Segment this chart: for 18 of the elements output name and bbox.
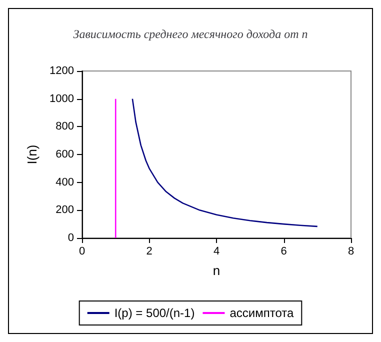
y-tick-label: 1000 — [50, 92, 74, 105]
legend-label: ассимптота — [230, 306, 294, 320]
x-tick-label: 6 — [280, 246, 287, 258]
y-axis-title: I(n) — [24, 144, 40, 164]
y-tick-label: 800 — [56, 120, 74, 133]
line-series — [132, 98, 318, 228]
legend-label: I(p) = 500/(n-1) — [114, 306, 195, 320]
chart-title: Зависимость среднего месячного дохода от n — [73, 27, 308, 41]
x-tick-label: 8 — [348, 246, 354, 258]
y-tick-label: 600 — [56, 148, 74, 160]
x-tick-label: 4 — [213, 246, 220, 258]
y-tick-label: 1200 — [50, 65, 74, 77]
y-tick-label: 0 — [68, 232, 74, 244]
x-tick-label: 0 — [78, 246, 86, 258]
y-tick-label: 200 — [56, 204, 74, 216]
y-tick-label: 400 — [56, 176, 74, 188]
x-tick-label: 2 — [146, 246, 152, 258]
x-axis-title: n — [212, 263, 220, 278]
